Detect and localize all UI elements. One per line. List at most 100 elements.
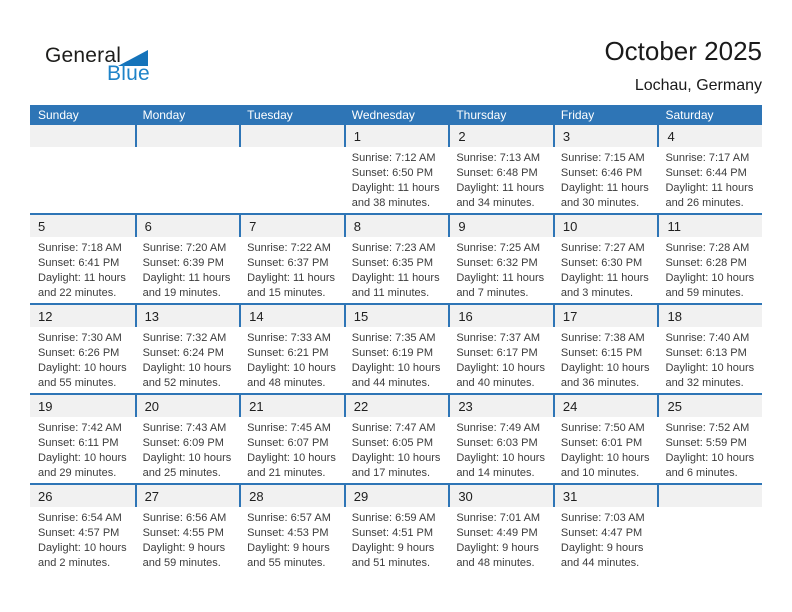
day-number-band: 16 xyxy=(448,305,553,327)
day-number-band: 18 xyxy=(657,305,763,327)
day-number-band: 21 xyxy=(239,395,344,417)
day-number-band: 31 xyxy=(552,485,658,507)
sunset-text: Sunset: 6:37 PM xyxy=(247,257,329,269)
day-number-band: 28 xyxy=(239,485,344,507)
sunset-text: Sunset: 6:15 PM xyxy=(560,347,643,359)
day-number-band: 13 xyxy=(134,305,240,327)
day-number-band xyxy=(657,485,763,507)
day-info: Sunrise: 6:59 AM Sunset: 4:51 PM Daylight:… xyxy=(344,507,449,571)
daylight-text-line2: and 10 minutes. xyxy=(560,467,640,479)
daylight-text-line2: and 44 minutes. xyxy=(351,377,431,389)
daylight-text-line2: and 2 minutes. xyxy=(38,557,111,569)
day-cell-empty xyxy=(657,485,763,573)
sunrise-text: Sunrise: 7:50 AM xyxy=(560,422,645,434)
day-number: 19 xyxy=(38,398,53,414)
sunrise-text: Sunrise: 7:25 AM xyxy=(456,242,541,254)
day-info: Sunrise: 7:27 AM Sunset: 6:30 PM Daylight:… xyxy=(553,237,658,301)
sunset-text: Sunset: 6:41 PM xyxy=(38,257,120,269)
sunrise-text: Sunrise: 7:37 AM xyxy=(456,332,541,344)
daylight-text-line2: and 40 minutes. xyxy=(456,377,535,389)
day-number: 22 xyxy=(353,398,369,414)
day-number-band: 4 xyxy=(657,125,763,147)
day-info xyxy=(657,507,762,511)
day-info: Sunrise: 7:37 AM Sunset: 6:17 PM Daylight:… xyxy=(448,327,553,391)
day-cell-31: 31 Sunrise: 7:03 AM Sunset: 4:47 PM Dayligh… xyxy=(552,485,658,573)
daylight-text-line1: Daylight: 10 hours xyxy=(38,362,127,374)
daylight-text-line1: Daylight: 10 hours xyxy=(38,542,127,554)
day-info: Sunrise: 7:20 AM Sunset: 6:39 PM Daylight:… xyxy=(135,237,240,301)
sunset-text: Sunset: 4:49 PM xyxy=(456,527,538,539)
weekday-label-sunday: Sunday xyxy=(38,108,79,122)
daylight-text-line2: and 26 minutes. xyxy=(665,197,744,209)
day-cell-4: 4 Sunrise: 7:17 AM Sunset: 6:44 PM Daylight… xyxy=(657,125,763,213)
day-cell-9: 9 Sunrise: 7:25 AM Sunset: 6:32 PM Daylight… xyxy=(448,215,553,303)
week-row-1: 1 Sunrise: 7:12 AM Sunset: 6:50 PM Daylight… xyxy=(30,125,763,213)
sunrise-text: Sunrise: 7:52 AM xyxy=(665,422,750,434)
day-cell-25: 25 Sunrise: 7:52 AM Sunset: 5:59 PM Dayligh… xyxy=(657,395,763,483)
logo-triangle-icon xyxy=(118,50,149,66)
daylight-text-line2: and 51 minutes. xyxy=(351,557,431,569)
daylight-text-line2: and 3 minutes. xyxy=(560,287,634,299)
day-number: 21 xyxy=(249,398,264,414)
weekday-label-wednesday: Wednesday xyxy=(351,108,415,122)
daylight-text-line2: and 52 minutes. xyxy=(142,377,221,389)
day-info: Sunrise: 7:35 AM Sunset: 6:19 PM Daylight:… xyxy=(344,327,449,391)
sunrise-text: Sunrise: 7:32 AM xyxy=(142,332,227,344)
week-row-5: 26 Sunrise: 6:54 AM Sunset: 4:57 PM Dayligh… xyxy=(30,483,763,573)
weekday-label-tuesday: Tuesday xyxy=(247,108,293,122)
day-info: Sunrise: 7:38 AM Sunset: 6:15 PM Daylight:… xyxy=(553,327,658,391)
sunrise-text: Sunrise: 7:13 AM xyxy=(456,152,541,164)
day-info: Sunrise: 7:28 AM Sunset: 6:28 PM Daylight:… xyxy=(657,237,762,301)
sunset-text: Sunset: 4:57 PM xyxy=(38,527,120,539)
daylight-text-line1: Daylight: 9 hours xyxy=(351,542,435,554)
sunrise-text: Sunrise: 6:59 AM xyxy=(351,512,436,524)
daylight-text-line1: Daylight: 11 hours xyxy=(247,272,336,284)
daylight-text-line2: and 55 minutes. xyxy=(247,557,326,569)
day-info: Sunrise: 7:12 AM Sunset: 6:50 PM Daylight:… xyxy=(344,147,449,211)
daylight-text-line2: and 17 minutes. xyxy=(351,467,431,479)
day-cell-3: 3 Sunrise: 7:15 AM Sunset: 6:46 PM Daylight… xyxy=(552,125,658,213)
weekday-header-row: Sunday Monday Tuesday Wednesday Thursday… xyxy=(30,105,762,125)
calendar-table: Sunday Monday Tuesday Wednesday Thursday… xyxy=(30,105,763,573)
daylight-text-line1: Daylight: 11 hours xyxy=(142,272,231,284)
daylight-text-line1: Daylight: 11 hours xyxy=(456,272,545,284)
day-number: 15 xyxy=(353,308,369,324)
day-cell-12: 12 Sunrise: 7:30 AM Sunset: 6:26 PM Dayligh… xyxy=(30,305,135,393)
sunset-text: Sunset: 4:55 PM xyxy=(142,527,224,539)
daylight-text-line1: Daylight: 9 hours xyxy=(142,542,226,554)
day-number-band xyxy=(134,125,240,147)
day-cell-29: 29 Sunrise: 6:59 AM Sunset: 4:51 PM Dayligh… xyxy=(343,485,449,573)
day-cell-24: 24 Sunrise: 7:50 AM Sunset: 6:01 PM Dayligh… xyxy=(552,395,658,483)
sunset-text: Sunset: 4:53 PM xyxy=(247,527,329,539)
daylight-text-line2: and 15 minutes. xyxy=(247,287,326,299)
day-number: 25 xyxy=(667,398,682,414)
day-info: Sunrise: 7:18 AM Sunset: 6:41 PM Daylight:… xyxy=(30,237,135,301)
daylight-text-line2: and 32 minutes. xyxy=(665,377,744,389)
daylight-text-line2: and 6 minutes. xyxy=(665,467,738,479)
logo-top-row: General xyxy=(45,44,150,68)
weekday-label-monday: Monday xyxy=(142,108,186,122)
sunset-text: Sunset: 6:17 PM xyxy=(456,347,538,359)
daylight-text-line2: and 22 minutes. xyxy=(38,287,117,299)
sunrise-text: Sunrise: 7:17 AM xyxy=(665,152,750,164)
sunrise-text: Sunrise: 7:35 AM xyxy=(351,332,436,344)
day-cell-2: 2 Sunrise: 7:13 AM Sunset: 6:48 PM Daylight… xyxy=(448,125,553,213)
logo-text-blue: Blue xyxy=(107,62,150,85)
day-number-band: 30 xyxy=(448,485,553,507)
day-number-band: 3 xyxy=(552,125,658,147)
day-cell-10: 10 Sunrise: 7:27 AM Sunset: 6:30 PM Dayligh… xyxy=(552,215,658,303)
day-info: Sunrise: 7:33 AM Sunset: 6:21 PM Daylight:… xyxy=(239,327,344,391)
day-cell-13: 13 Sunrise: 7:32 AM Sunset: 6:24 PM Dayligh… xyxy=(134,305,240,393)
sunrise-text: Sunrise: 7:38 AM xyxy=(560,332,645,344)
day-number-band xyxy=(239,125,344,147)
day-info: Sunrise: 7:47 AM Sunset: 6:05 PM Daylight:… xyxy=(344,417,449,481)
sunrise-text: Sunrise: 7:40 AM xyxy=(665,332,750,344)
day-cell-27: 27 Sunrise: 6:56 AM Sunset: 4:55 PM Dayligh… xyxy=(134,485,240,573)
day-number-band: 20 xyxy=(134,395,240,417)
day-info: Sunrise: 7:42 AM Sunset: 6:11 PM Daylight:… xyxy=(30,417,135,481)
day-cell-empty xyxy=(239,125,344,213)
day-cell-28: 28 Sunrise: 6:57 AM Sunset: 4:53 PM Dayligh… xyxy=(239,485,344,573)
day-info xyxy=(135,147,240,151)
daylight-text-line1: Daylight: 10 hours xyxy=(665,272,755,284)
